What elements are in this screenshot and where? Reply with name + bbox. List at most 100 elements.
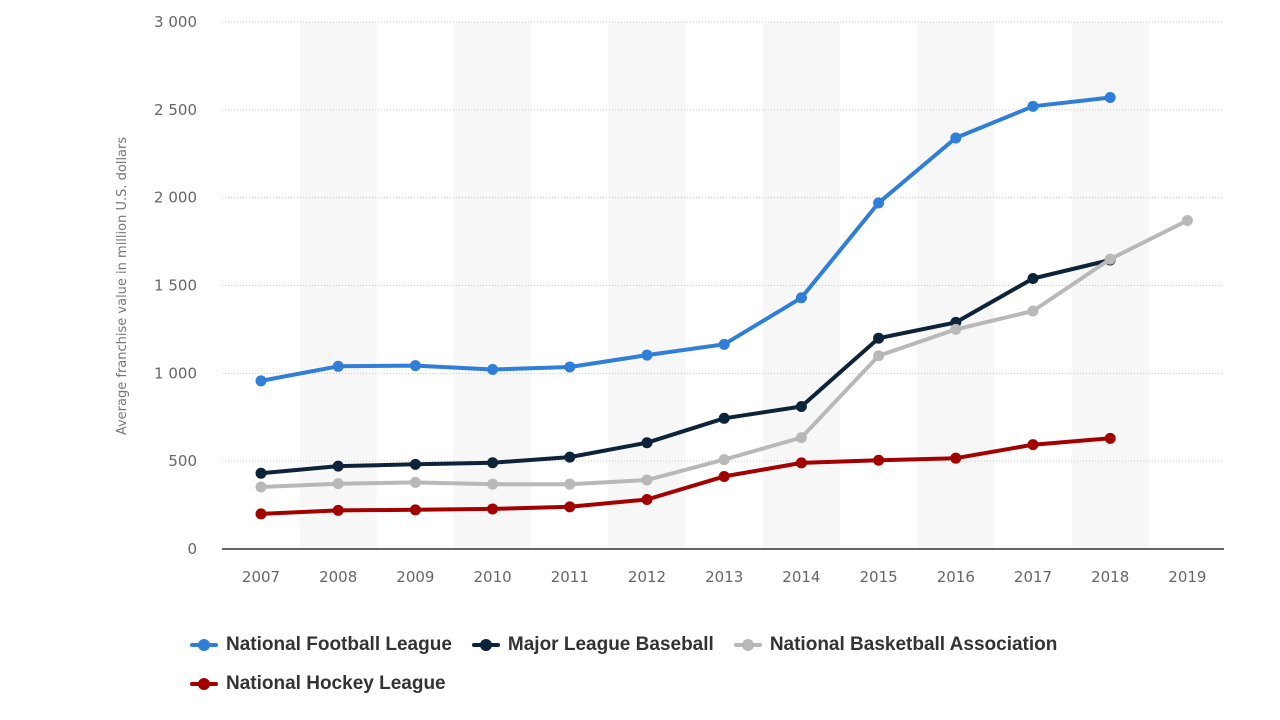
y-tick-label: 500	[168, 452, 197, 470]
data-point	[564, 451, 576, 463]
legend-row-1: National Football League Major League Ba…	[190, 632, 1190, 658]
x-tick-label: 2016	[937, 568, 975, 586]
series-line	[259, 436, 1113, 516]
data-point	[795, 292, 807, 304]
x-tick-label: 2009	[396, 568, 434, 586]
data-point	[255, 508, 267, 520]
y-tick-label: 2 500	[154, 101, 197, 119]
data-point	[332, 478, 344, 490]
data-point	[1027, 439, 1039, 451]
data-point	[255, 481, 267, 493]
data-point	[1104, 92, 1116, 104]
data-point	[487, 503, 499, 515]
legend-label-mlb: Major League Baseball	[507, 634, 714, 655]
x-tick-label: 2018	[1091, 568, 1129, 586]
data-point	[873, 454, 885, 466]
legend-item-nfl[interactable]: National Football League	[190, 634, 452, 656]
series-0	[255, 92, 1116, 387]
data-point	[641, 437, 653, 449]
x-tick-label: 2011	[551, 568, 589, 586]
x-axis-ticks: 2007 2008 2009 2010 2011 2012 2013 2014 2015 2016…	[242, 568, 1207, 586]
y-axis-label: Average franchise value in million U.S. …	[115, 137, 130, 436]
data-point	[950, 452, 962, 464]
data-point	[1027, 100, 1039, 112]
data-point	[1027, 305, 1039, 317]
legend-dot-mlb	[479, 639, 492, 651]
y-tick-label: 3 000	[154, 13, 197, 31]
legend-dot-nfl	[198, 639, 210, 651]
data-point	[564, 361, 576, 373]
data-point	[1104, 253, 1116, 265]
legend-marker-mlb	[471, 639, 500, 651]
background-band	[608, 22, 686, 549]
data-point	[1104, 432, 1116, 444]
data-point	[873, 332, 885, 344]
data-point	[873, 197, 885, 209]
x-tick-label: 2014	[782, 568, 820, 586]
data-point	[641, 493, 653, 505]
y-tick-label: 1 500	[154, 277, 197, 295]
legend-label-nfl: National Football League	[226, 634, 452, 655]
legend-marker-nba	[733, 639, 762, 651]
data-point	[718, 338, 730, 350]
data-point	[718, 470, 730, 482]
data-point	[255, 467, 267, 479]
data-point	[564, 501, 576, 513]
y-axis-ticks: 0 500 1 000 1 500 2 000 2 500 3 000	[154, 13, 197, 558]
data-point	[487, 457, 499, 469]
x-tick-label: 2017	[1014, 568, 1052, 586]
legend-row-2: National Hockey League	[190, 671, 1190, 697]
x-tick-label: 2012	[628, 568, 666, 586]
data-point	[487, 363, 499, 375]
legend-label-nhl: National Hockey League	[226, 673, 446, 694]
data-point	[718, 454, 730, 466]
data-point	[873, 350, 885, 362]
data-point	[795, 432, 807, 444]
y-tick-label: 1 000	[154, 364, 197, 382]
data-point	[950, 132, 962, 144]
data-point	[950, 323, 962, 335]
x-tick-label: 2008	[319, 568, 357, 586]
series-line	[259, 258, 1113, 476]
x-tick-label: 2015	[860, 568, 898, 586]
data-point	[409, 360, 421, 372]
data-point	[332, 460, 344, 472]
x-tick-label: 2010	[474, 568, 512, 586]
legend-item-nhl[interactable]: National Hockey League	[190, 673, 446, 695]
series-2	[255, 215, 1193, 493]
data-point	[409, 504, 421, 516]
legend-marker-nfl	[190, 639, 218, 651]
x-tick-label: 2013	[705, 568, 743, 586]
series-line	[259, 95, 1113, 383]
series-line	[259, 218, 1190, 489]
data-point	[332, 360, 344, 372]
data-point	[332, 504, 344, 516]
data-point	[1181, 215, 1193, 227]
data-point	[795, 401, 807, 413]
background-band	[917, 22, 995, 549]
data-point	[255, 375, 267, 387]
data-point	[564, 478, 576, 490]
legend-marker-nhl	[190, 678, 218, 690]
legend-item-mlb[interactable]: Major League Baseball	[471, 634, 714, 656]
data-point	[718, 412, 730, 424]
data-point	[409, 476, 421, 488]
y-tick-label: 0	[187, 540, 197, 558]
legend-dot-nba	[741, 639, 754, 651]
data-point	[641, 349, 653, 361]
legend-item-nba[interactable]: National Basketball Association	[733, 634, 1058, 656]
data-point	[487, 478, 499, 490]
data-point	[1027, 272, 1039, 284]
data-point	[795, 457, 807, 469]
legend: National Football League Major League Ba…	[190, 632, 1190, 710]
series-3	[255, 432, 1116, 520]
data-point	[641, 474, 653, 486]
data-point	[409, 458, 421, 470]
x-tick-label: 2007	[242, 568, 280, 586]
y-tick-label: 2 000	[154, 189, 197, 207]
legend-label-nba: National Basketball Association	[769, 634, 1058, 655]
x-tick-label: 2019	[1168, 568, 1206, 586]
legend-dot-nhl	[198, 678, 210, 690]
